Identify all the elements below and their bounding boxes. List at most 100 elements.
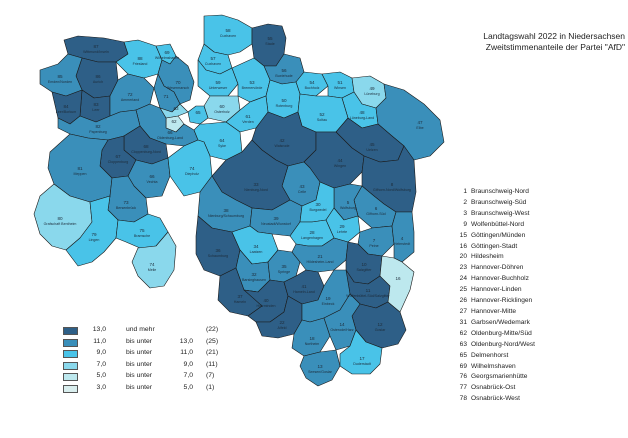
district-number-label: 74 [149,262,155,267]
district-name-label: Northeim [305,342,320,346]
district-key-name: Oldenburg-Mitte/Süd [471,329,532,337]
district-key-item: 26 Hannover-Ricklingen [455,296,535,307]
district-number-label: 33 [253,182,259,187]
district-region-79 [65,195,119,267]
district-region-17 [339,329,383,375]
district-key-name: Garbsen/Wedemark [471,318,530,326]
district-number-label: 88 [137,56,143,61]
district-name-label: Wesermarsch [167,86,189,90]
district-name-label: Buchholz [305,86,320,90]
district-number-label: 56 [281,68,287,73]
district-key-number: 69 [459,362,467,370]
district-key-item: 9 Wolfenbüttel-Nord [455,220,535,231]
district-key-item: 3 Braunschweig-West [455,209,535,220]
district-key-number: 25 [459,286,467,294]
district-name-label: Lingen [89,238,100,242]
district-name-label: Vechta [147,180,158,184]
district-number-label: 32 [251,272,257,277]
district-number-label: 38 [223,208,229,213]
legend-lower-bound: 9,0 [96,349,106,356]
district-key-name: Hannover-Ricklingen [471,297,533,305]
district-name-label: Ammerland [121,98,139,102]
district-key-name: Hannover-Döhren [471,264,524,272]
district-key-name: Braunschweig-Süd [471,198,527,206]
district-region-13 [299,349,341,387]
district-key-name: Göttingen-Stadt [471,242,518,250]
district-key-name: Hannover-Linden [471,286,522,294]
district-name-label: Alfeld [278,326,287,330]
district-key-number: 63 [459,340,467,348]
district-number-label: 79 [91,232,97,237]
district-key-item: 31 Garbsen/Wedemark [455,318,535,329]
legend-upper-bound: 11,0 [180,349,193,356]
district-number-label: 30 [315,202,321,207]
map-title: Landtagswahl 2022 in Niedersachsen Zweit… [420,31,625,53]
district-number-label: 82 [95,124,101,129]
district-key-name: Göttingen/Münden [471,231,526,239]
district-key-item: 76 Georgsmarienhütte [455,372,535,383]
district-key-name: Oldenburg-Nord/West [471,340,536,348]
legend-upper-bound: 13,0 [179,337,193,345]
district-name-label: Springe [278,270,290,274]
district-number-label: 6 [375,206,378,211]
district-region-65 [187,105,209,125]
district-name-label: Helmstedt [394,242,410,246]
legend-swatch [63,373,78,381]
district-number-label: 48 [359,110,365,115]
district-name-label: Seesen/Goslar [308,370,333,374]
district-key-name: Wilhelmshaven [471,362,516,370]
district-name-label: Einbeck [322,302,335,306]
district-key-item: 62 Oldenburg-Mitte/Süd [455,329,535,340]
district-key-item: 1 Braunschweig-Nord [455,187,535,198]
district-name-label: Lehrte [337,230,347,234]
district-number-label: 58 [225,28,231,33]
district-name-label: Celle [298,190,306,194]
district-name-label: Schaumburg [208,254,228,258]
district-region-61 [225,95,269,133]
district-key-name: Hildesheim [471,253,504,261]
district-key-name: Osnabrück-West [471,395,520,403]
district-number-label: 12 [377,322,383,327]
district-key-number: 78 [459,395,467,403]
district-number-label: 53 [249,80,255,85]
district-number-label: 21 [317,254,323,259]
district-key-name: Hannover-Mitte [471,307,517,315]
district-number-label: 35 [281,264,287,269]
district-key-name: Braunschweig-West [471,209,530,217]
district-name-label: Melle [148,268,157,272]
legend-count: (25) [206,337,219,345]
district-number-label: 16 [395,276,401,281]
legend-lower-bound: 5,0 [96,372,106,379]
district-number-label: 51 [337,80,343,85]
district-number-label: 52 [319,112,325,117]
district-key-name: Osnabrück-Ost [471,384,516,392]
district-number-label: 86 [95,74,101,79]
district-name-label: Oldenburg-Land [157,136,183,140]
district-key-name: Georgsmarienhütte [471,373,528,381]
district-number-label: 42 [279,138,285,143]
district-name-label: Hameln [234,300,246,304]
district-key-number: 26 [459,297,467,305]
district-key-item: 20 Hildesheim [455,252,535,263]
district-key-number: 62 [459,329,467,337]
district-key-number: 15 [459,231,467,239]
legend-lower-bound: 13,0 [92,326,106,333]
district-number-label: 47 [417,120,423,125]
district-key-item: 16 Göttingen-Stadt [455,242,535,253]
district-key-item: 15 Göttingen/Münden [455,231,535,242]
district-name-label: Friesland [133,62,148,66]
district-number-label: 54 [309,80,315,85]
district-name-label: Nienburg/Schaumburg [208,214,244,218]
district-number-label: 66 [167,130,173,135]
district-region-88 [115,39,163,79]
district-name-label: Gifhorn-Nord/Wolfsburg [373,188,411,192]
district-number-label: 11 [366,288,371,293]
district-number-label: 63 [173,106,179,111]
district-key-item: 69 Wilhelmshaven [455,362,535,373]
district-number-label: 34 [253,244,259,249]
district-number-label: 85 [57,74,63,79]
district-key-number: 9 [463,220,467,228]
legend-lower-bound: 11,0 [93,337,106,345]
district-number-label: 59 [215,80,221,85]
